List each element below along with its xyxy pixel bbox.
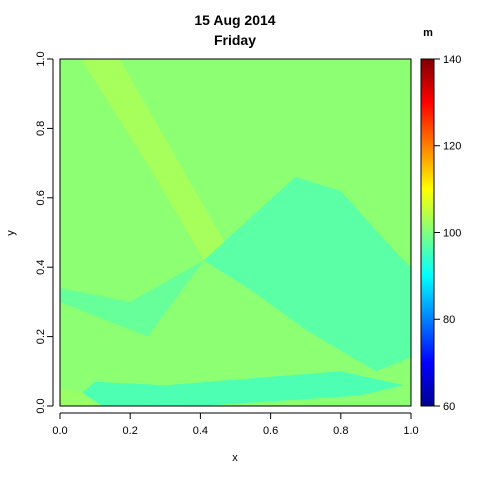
heatmap-region-band-e — [60, 388, 103, 406]
plot-frame — [59, 58, 412, 407]
heatmap-region-band-a — [81, 59, 225, 261]
y-tick-label: 0.2 — [35, 329, 47, 344]
x-tick-label: 0.8 — [333, 425, 348, 437]
colorbar-tick-label: 80 — [443, 314, 455, 326]
chart-title: 15 Aug 2014 — [194, 12, 275, 28]
y-tick-label: 1.0 — [35, 51, 47, 66]
y-tick-label: 0.4 — [35, 260, 47, 275]
colorbar-tick-label: 140 — [443, 54, 461, 66]
x-tick-label: 0.2 — [123, 425, 138, 437]
y-axis: 0.0 0.2 0.4 0.6 0.8 1.0 — [35, 51, 54, 414]
colorbar-tick-label: 60 — [443, 401, 455, 413]
colorbar-tick-label: 120 — [443, 141, 461, 153]
x-tick-label: 0.4 — [193, 425, 208, 437]
plot-area — [59, 58, 412, 407]
colorbar-unit-label: m — [423, 27, 433, 39]
x-tick-label: 1.0 — [403, 425, 418, 437]
x-tick-label: 0.0 — [52, 425, 67, 437]
heatmap-region-band-c — [60, 260, 204, 337]
chart-subtitle: Friday — [214, 32, 256, 48]
x-axis: 0.0 0.2 0.4 0.6 0.8 1.0 — [52, 412, 419, 437]
colorbar: 60 80 100 120 140 — [420, 54, 461, 413]
heatmap-region-band-b — [203, 177, 411, 372]
heatmap-features — [60, 59, 411, 406]
y-tick-label: 0.8 — [35, 121, 47, 136]
colorbar-gradient — [420, 58, 435, 407]
y-tick-label: 0.6 — [35, 190, 47, 205]
x-tick-label: 0.6 — [263, 425, 278, 437]
y-axis-label: y — [5, 230, 17, 236]
x-axis-label: x — [232, 452, 238, 464]
y-tick-label: 0.0 — [35, 398, 47, 413]
colorbar-tick-label: 100 — [443, 227, 461, 239]
colorbar-ticks: 60 80 100 120 140 — [434, 54, 461, 413]
heatmap-region-band-d — [67, 371, 404, 406]
